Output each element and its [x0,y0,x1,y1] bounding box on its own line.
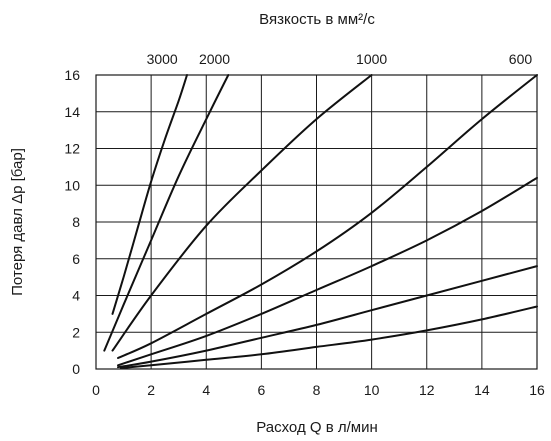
y-tick-label: 0 [72,361,80,377]
y-axis-label: Потеря давл Δр [бар] [9,148,26,296]
y-tick-label: 6 [72,251,80,267]
x-tick-label: 0 [92,382,100,398]
series-line-7 [119,305,538,370]
chart-title: Вязкость в мм²/с [259,11,375,28]
viscosity-label: 2000 [199,51,230,67]
y-tick-label: 2 [72,324,80,340]
series-line-4 [117,74,538,359]
viscosity-label: 1000 [356,51,387,67]
y-tick-label: 8 [72,214,80,230]
x-tick-label: 4 [202,382,210,398]
y-tick-label: 4 [72,288,80,304]
x-tick-label: 6 [257,382,265,398]
viscosity-label: 3000 [147,51,178,67]
series-line-3 [111,74,373,352]
series-line-2 [103,74,230,352]
y-tick-label: 12 [64,141,80,157]
viscosity-label: 600 [509,51,533,67]
x-tick-label: 8 [313,382,321,398]
plot-frame [95,74,538,370]
y-tick-label: 10 [64,177,80,193]
x-tick-label: 10 [364,382,380,398]
x-tick-label: 16 [529,382,545,398]
y-tick-label: 16 [64,67,80,83]
series-line-6 [117,265,538,369]
x-tick-label: 12 [419,382,435,398]
x-axis-label: Расход Q в л/мин [256,419,377,436]
series-line-1 [111,74,188,315]
x-tick-label: 2 [147,382,155,398]
y-tick-label: 14 [64,104,80,120]
series-line-5 [117,176,538,367]
x-tick-label: 14 [474,382,490,398]
curve-layer [103,74,538,370]
tick-layer: 0 2 4 6 8 10 12 14 16 0 2 4 6 8 10 12 14 16 3000 2000 1000 60… [64,51,545,398]
